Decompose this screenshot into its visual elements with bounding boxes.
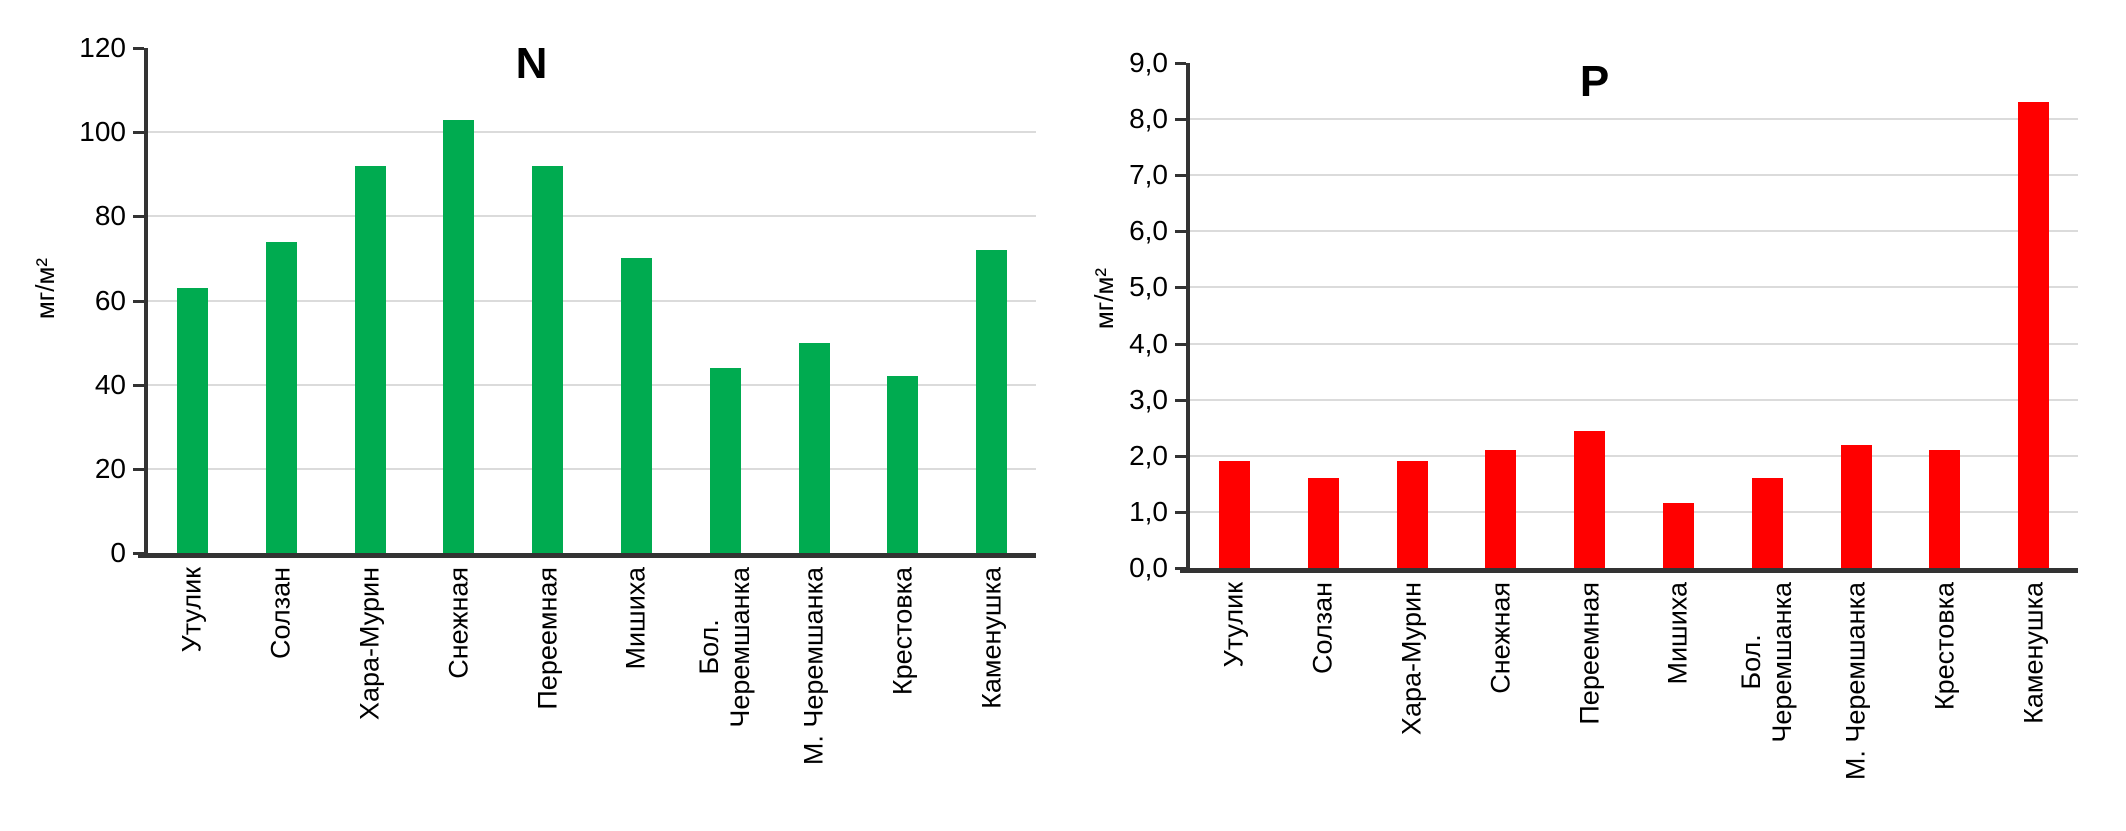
bar-Каменушка: [976, 250, 1008, 553]
bar-Мишиха: [620, 258, 652, 553]
y-axis-tick-label: 6,0: [1129, 215, 1168, 247]
gridline: [1190, 342, 2078, 345]
y-axis-tick-mark: [1175, 454, 1186, 458]
y-axis-tick-mark: [133, 552, 144, 555]
y-axis-line: [144, 48, 148, 558]
y-axis-tick-label: 60: [94, 284, 126, 316]
x-axis-category-label-Снежная: Снежная: [443, 567, 474, 679]
y-axis-tick-label: 9,0: [1129, 47, 1168, 78]
y-axis-tick-mark: [1175, 118, 1186, 122]
y-axis-tick-mark: [1175, 342, 1186, 346]
y-axis-tick-mark: [133, 215, 144, 219]
y-axis-tick-label: 120: [79, 32, 126, 63]
chart-nitrogen: N мг/м² 0 20 40 60 80 100 120 Утулик Солзан Хара-…: [30, 32, 1036, 766]
x-axis-category-label-Хара-Мурин: Хара-Мурин: [1396, 582, 1427, 736]
x-axis-category-label-Утулик: Утулик: [176, 567, 207, 653]
bar-М. Черемшанка: [1840, 444, 1872, 568]
y-axis-line: [1186, 63, 1190, 573]
bar-Снежная: [443, 119, 475, 553]
chart-title-p: P: [1579, 57, 1610, 106]
bar-Солзан: [265, 241, 297, 553]
x-axis-line: [1180, 568, 2078, 573]
bar-Переемная: [532, 165, 564, 553]
y-axis-tick-label: 0: [110, 537, 126, 568]
x-axis-category-label-Солзан: Солзан: [1307, 582, 1338, 674]
x-axis-category-label-М. Черемшанка: М. Черемшанка: [1840, 582, 1871, 781]
bar-Утулик: [176, 287, 208, 553]
y-axis-tick-label: 80: [94, 200, 126, 232]
gridline: [148, 383, 1036, 386]
x-axis-category-label-Мишиха: Мишиха: [620, 567, 651, 670]
x-axis-category-label-Бол. Черемшанка: Бол. Черемшанка: [694, 567, 756, 728]
y-axis-tick-label: 1,0: [1129, 495, 1168, 527]
y-axis-tick-label: 40: [94, 368, 126, 400]
chart-title-n: N: [515, 39, 548, 88]
bar-М. Черемшанка: [798, 342, 830, 553]
gridline: [1190, 118, 2078, 121]
x-axis-category-label-Переемная: Переемная: [532, 567, 563, 710]
y-axis-tick-label: 2,0: [1129, 439, 1168, 471]
x-axis-category-label-Утулик: Утулик: [1218, 582, 1249, 668]
bar-Бол. Черемшанка: [709, 367, 741, 553]
x-axis-category-label-Каменушка: Каменушка: [976, 567, 1007, 709]
y-axis-tick-mark: [133, 467, 144, 471]
gridline: [148, 215, 1036, 218]
bar-Снежная: [1485, 450, 1517, 568]
plot-area-p: [1175, 62, 2078, 573]
x-axis-category-label-Крестовка: Крестовка: [1929, 582, 1960, 711]
chart-phosphorus: P мг/м² 0,0 1,0 2,0 3,0 4,0 5,0 6,0 7,0 8,0 9,0 Ут…: [1063, 0, 2126, 831]
plot-area-n: [133, 47, 1036, 558]
y-axis-tick-mark: [1175, 62, 1186, 65]
y-axis-tick-label: 3,0: [1129, 383, 1168, 415]
gridline: [1190, 230, 2078, 233]
y-axis-tick-mark: [133, 383, 144, 387]
x-axis-category-label-Солзан: Солзан: [265, 567, 296, 659]
bar-Переемная: [1574, 430, 1606, 568]
x-axis-category-label-Бол. Черемшанка: Бол. Черемшанка: [1736, 582, 1798, 743]
bar-Крестовка: [1929, 450, 1961, 568]
x-axis-category-label-Хара-Мурин: Хара-Мурин: [354, 567, 385, 721]
gridline: [1190, 454, 2078, 457]
gridline: [148, 467, 1036, 470]
y-axis-tick-mark: [133, 47, 144, 50]
y-axis-tick-label: 4,0: [1129, 327, 1168, 359]
y-axis-tick-label: 0,0: [1129, 552, 1168, 583]
y-axis-tick-label: 8,0: [1129, 103, 1168, 135]
y-axis-tick-label: 5,0: [1129, 271, 1168, 303]
bar-Мишиха: [1662, 503, 1694, 568]
bar-Каменушка: [2018, 102, 2050, 568]
y-axis-tick-mark: [1175, 567, 1186, 570]
y-axis-tick-mark: [1175, 510, 1186, 514]
bar-Бол. Черемшанка: [1751, 478, 1783, 568]
x-axis-category-label-Переемная: Переемная: [1574, 582, 1605, 725]
x-axis-category-label-Снежная: Снежная: [1485, 582, 1516, 694]
bar-Утулик: [1218, 461, 1250, 568]
gridline: [148, 299, 1036, 302]
y-axis-tick-mark: [1175, 230, 1186, 234]
gridline: [1190, 174, 2078, 177]
bar-Хара-Мурин: [354, 165, 386, 553]
y-axis-tick-label: 100: [79, 116, 126, 148]
y-axis-tick-label: 7,0: [1129, 159, 1168, 191]
x-axis-category-label-М. Черемшанка: М. Черемшанка: [798, 567, 829, 766]
x-axis-category-label-Крестовка: Крестовка: [887, 567, 918, 696]
y-axis-tick-mark: [1175, 174, 1186, 178]
y-axis-tick-mark: [1175, 286, 1186, 290]
x-axis-category-label-Мишиха: Мишиха: [1662, 582, 1693, 685]
y-axis-tick-mark: [1175, 398, 1186, 402]
gridline: [1190, 398, 2078, 401]
bar-Хара-Мурин: [1396, 461, 1428, 568]
y-axis-tick-mark: [133, 299, 144, 303]
gridline: [1190, 286, 2078, 289]
y-axis-tick-mark: [133, 131, 144, 135]
bar-Крестовка: [887, 376, 919, 553]
x-axis-category-label-Каменушка: Каменушка: [2018, 582, 2049, 724]
gridline: [1190, 510, 2078, 513]
gridline: [148, 131, 1036, 134]
x-axis-line: [138, 553, 1036, 558]
y-axis-tick-label: 20: [94, 452, 126, 484]
bar-Солзан: [1307, 478, 1339, 568]
